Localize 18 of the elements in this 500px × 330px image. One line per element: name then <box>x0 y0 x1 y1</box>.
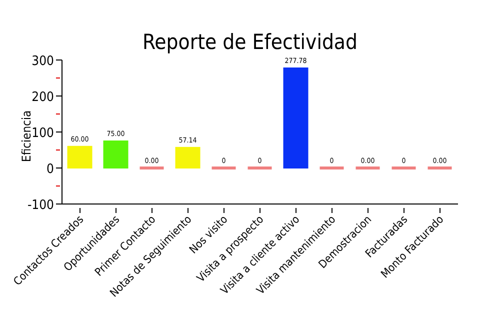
y-tick-label: 100 <box>32 126 54 141</box>
y-tick-label: 200 <box>32 90 54 105</box>
bar <box>283 68 308 168</box>
bar <box>428 166 452 170</box>
y-axis-title: Eficiencia <box>19 110 34 162</box>
bar <box>248 166 272 170</box>
bar <box>392 166 416 170</box>
bar <box>140 166 164 170</box>
bar <box>175 146 200 168</box>
chart-title: Reporte de Efectividad <box>141 30 359 54</box>
bar <box>356 166 380 170</box>
y-tick-label: 0 <box>46 162 54 177</box>
y-tick-label: 300 <box>32 54 54 69</box>
bar <box>103 140 128 168</box>
bar <box>320 166 344 170</box>
bar <box>212 166 236 170</box>
bar <box>67 146 92 168</box>
y-tick-label: -100 <box>27 198 54 213</box>
